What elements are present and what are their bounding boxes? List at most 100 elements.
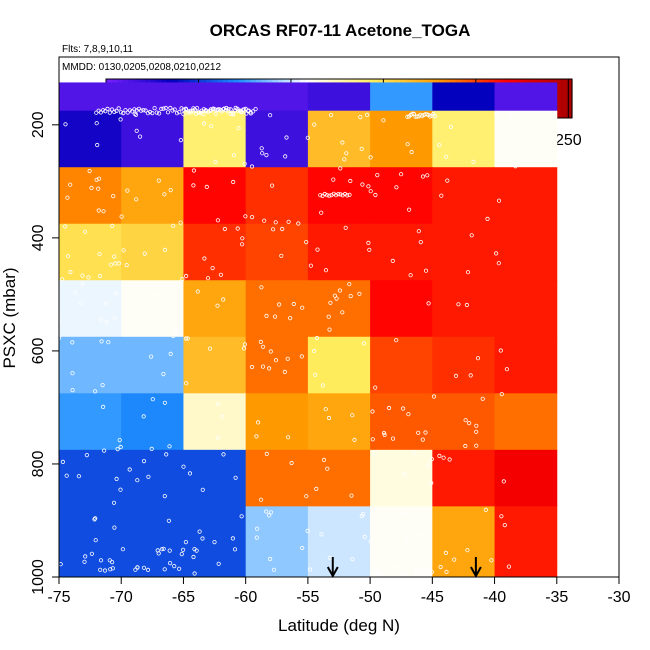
- sample-point: [142, 251, 147, 256]
- sample-point: [63, 122, 68, 127]
- sample-point: [218, 108, 223, 113]
- heatmap-cell: [432, 82, 496, 112]
- sample-point: [504, 149, 509, 154]
- sample-point: [100, 382, 105, 388]
- sample-point: [250, 215, 255, 220]
- sample-point: [230, 536, 235, 541]
- sample-point: [183, 106, 188, 111]
- y-axis-label: PSXC (mbar): [0, 267, 19, 368]
- sample-point: [291, 301, 296, 307]
- sample-point: [70, 340, 75, 345]
- sample-point: [368, 155, 373, 160]
- sample-point: [262, 218, 267, 223]
- sample-point: [181, 112, 186, 117]
- sample-point: [145, 567, 151, 573]
- sample-point: [408, 273, 413, 278]
- sample-point: [279, 253, 284, 258]
- flights-label: Flts: 7,8,9,10,11: [62, 44, 133, 55]
- sample-point: [264, 509, 269, 514]
- sample-point: [258, 339, 263, 344]
- sample-point: [213, 111, 218, 116]
- heatmap-cell: [245, 336, 309, 394]
- data-points: [56, 105, 518, 579]
- sample-point: [443, 550, 448, 556]
- sample-point: [243, 214, 248, 219]
- sample-point: [215, 218, 220, 223]
- sample-point: [268, 349, 273, 354]
- sample-point: [236, 108, 241, 113]
- sample-point: [206, 109, 211, 114]
- sample-point: [200, 487, 205, 492]
- heatmap-cell: [432, 562, 496, 578]
- sample-point: [280, 226, 285, 232]
- sample-point: [456, 302, 461, 307]
- heatmap-cell: [370, 280, 433, 338]
- x-tick-label: -60: [234, 589, 257, 606]
- sample-point: [264, 451, 269, 456]
- sample-point: [441, 455, 446, 460]
- sample-point: [109, 107, 115, 112]
- sample-point: [496, 198, 502, 203]
- sample-point: [498, 348, 503, 353]
- sample-point: [220, 414, 225, 419]
- sample-point: [240, 236, 245, 241]
- sample-point: [138, 134, 143, 139]
- sample-point: [320, 383, 325, 388]
- sample-point: [464, 302, 469, 308]
- sample-point: [426, 567, 431, 572]
- sample-point: [205, 276, 211, 281]
- sample-point: [425, 463, 431, 468]
- sample-point: [157, 111, 162, 116]
- heatmap-cell: [432, 506, 496, 564]
- sample-point: [210, 265, 215, 271]
- sample-point: [118, 117, 123, 122]
- sample-point: [285, 435, 291, 440]
- sample-point: [209, 124, 214, 129]
- colorbar-swatch: [566, 79, 573, 118]
- heatmap-cell: [307, 110, 371, 168]
- sample-point: [389, 573, 394, 579]
- sample-point: [116, 106, 121, 111]
- sample-point: [328, 113, 334, 118]
- sample-point: [437, 143, 442, 148]
- sample-point: [235, 226, 240, 231]
- sample-point: [89, 185, 94, 190]
- sample-point: [228, 107, 233, 112]
- sample-point: [370, 409, 375, 414]
- x-tick-label: -40: [483, 589, 506, 606]
- y-tick-label: 600: [30, 337, 47, 364]
- sample-point: [345, 193, 350, 198]
- sample-point: [251, 109, 256, 114]
- sample-point: [419, 532, 424, 538]
- sample-point: [141, 458, 147, 464]
- sample-point: [239, 514, 244, 519]
- sample-point: [95, 142, 100, 148]
- sample-point: [432, 114, 437, 119]
- heatmap-cell: [183, 336, 247, 394]
- sample-point: [183, 539, 188, 545]
- heatmap-cell: [121, 167, 184, 225]
- sample-point: [350, 556, 355, 562]
- sample-point: [260, 344, 266, 349]
- heatmap-cell: [432, 167, 496, 225]
- sample-point: [337, 288, 342, 293]
- heatmap-cell: [121, 449, 184, 507]
- sample-point: [216, 107, 221, 112]
- sample-point: [402, 471, 407, 476]
- sample-point: [242, 342, 247, 347]
- sample-point: [163, 105, 168, 111]
- sample-point: [243, 106, 248, 112]
- heatmap-cell: [307, 82, 371, 112]
- arrow-head: [326, 566, 339, 579]
- sample-point: [300, 545, 305, 551]
- x-tick-label: -30: [607, 589, 630, 606]
- sample-point: [429, 480, 434, 486]
- sample-point: [272, 314, 278, 319]
- sample-point: [143, 108, 148, 113]
- sample-point: [405, 142, 410, 147]
- heatmap-cell: [432, 223, 496, 281]
- sample-point: [162, 567, 167, 572]
- sample-point: [162, 192, 167, 197]
- sample-point: [359, 513, 364, 519]
